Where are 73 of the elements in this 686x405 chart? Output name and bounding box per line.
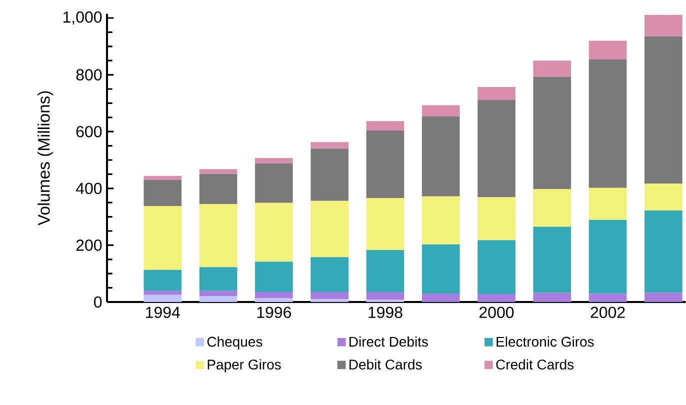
- bar: [588, 220, 627, 294]
- bar: [366, 130, 404, 198]
- y-tick-label: 0: [94, 296, 102, 308]
- bar: [422, 244, 460, 294]
- bar: [144, 290, 182, 295]
- y-tick-label: 600: [76, 126, 102, 138]
- y-tick-label: 400: [76, 182, 102, 194]
- bar: [144, 270, 182, 291]
- bar: [478, 294, 516, 302]
- x-tick-label: 1998: [368, 306, 402, 318]
- bar: [478, 87, 516, 100]
- bar: [644, 210, 682, 293]
- bar: [422, 105, 460, 116]
- legend-label: Electronic Giros: [496, 336, 594, 347]
- x-tick-label: 1996: [257, 306, 292, 318]
- bar: [644, 36, 682, 184]
- bar: [533, 226, 572, 293]
- bar: [644, 292, 682, 302]
- bar: [199, 267, 238, 291]
- bar: [366, 198, 404, 250]
- bar: [533, 188, 572, 227]
- bar: [366, 292, 404, 300]
- bar: [255, 298, 293, 302]
- bar: [533, 292, 572, 302]
- bar: [422, 196, 460, 244]
- x-tick-label: 2000: [479, 306, 514, 318]
- x-tick-label: 1994: [146, 306, 180, 318]
- bar: [478, 197, 516, 240]
- bar: [255, 163, 293, 203]
- bar: [422, 293, 460, 302]
- bar: [144, 294, 182, 302]
- bar: [478, 100, 516, 198]
- x-tick-label: 2002: [590, 306, 625, 318]
- bar: [533, 60, 572, 77]
- bar: [310, 257, 348, 292]
- legend-label: Cheques: [207, 336, 262, 350]
- bar: [199, 296, 238, 302]
- bar: [310, 299, 348, 302]
- y-axis-title: Volumes (Millions): [38, 91, 54, 226]
- bar: [144, 176, 182, 180]
- bar: [478, 240, 516, 294]
- bar: [255, 292, 293, 298]
- y-tick-label: 1,000: [63, 11, 102, 25]
- legend-label: Paper Giros: [208, 359, 281, 372]
- bar: [255, 158, 293, 164]
- bar: [588, 59, 627, 188]
- bar: [366, 250, 404, 292]
- bar: [144, 180, 182, 206]
- legend-label: Direct Debits: [350, 336, 428, 347]
- bar: [310, 148, 348, 201]
- bar: [644, 14, 682, 36]
- y-tick-label: 800: [76, 69, 102, 80]
- bar: [199, 169, 238, 174]
- bar: [588, 188, 627, 220]
- bar: [199, 174, 238, 204]
- bar: [144, 206, 182, 270]
- bar: [310, 292, 348, 300]
- bar: [199, 290, 238, 296]
- bar: [255, 262, 293, 292]
- bar: [255, 202, 293, 262]
- bar: [310, 200, 348, 258]
- bar: [422, 116, 460, 196]
- bar: [533, 76, 572, 189]
- bar: [588, 40, 627, 60]
- bar: [588, 294, 627, 302]
- y-tick-label: 200: [76, 240, 102, 251]
- bar: [366, 300, 404, 302]
- legend-label: Credit Cards: [496, 359, 574, 370]
- bar: [366, 121, 404, 130]
- bar: [199, 204, 238, 268]
- bar: [310, 142, 348, 149]
- legend-label: Debit Cards: [350, 359, 422, 370]
- bar: [644, 184, 682, 211]
